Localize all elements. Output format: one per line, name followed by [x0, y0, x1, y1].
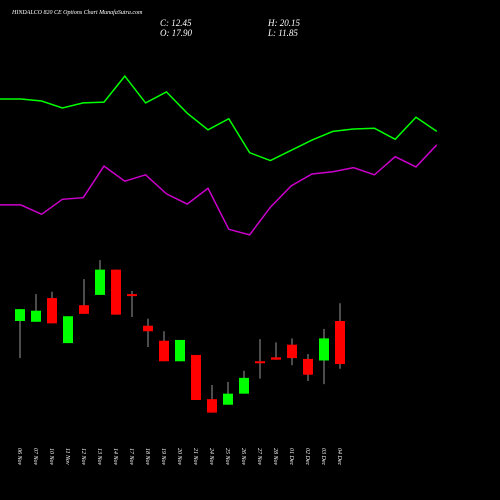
high-label: H: 20.15	[267, 18, 300, 28]
x-tick-label: 03 Dec	[320, 448, 326, 465]
candle-body	[191, 354, 201, 400]
x-tick-label: 11 Nov	[64, 448, 70, 465]
chart-title: HINDALCO 820 CE Options Chart MunafaSutr…	[11, 9, 143, 16]
candle-body	[47, 298, 57, 324]
candle-body	[255, 361, 265, 364]
candle-body	[31, 310, 41, 322]
candle-body	[95, 269, 105, 295]
candle-body	[271, 357, 281, 360]
candle-body	[175, 339, 185, 362]
candle-body	[335, 320, 345, 365]
candle-body	[15, 309, 25, 321]
x-tick-label: 25 Nov	[224, 448, 230, 466]
x-tick-label: 27 Nov	[256, 448, 262, 466]
candle-body	[111, 269, 121, 315]
x-tick-label: 28 Nov	[272, 448, 278, 466]
x-tick-label: 19 Nov	[160, 448, 166, 466]
candle-body	[207, 399, 217, 413]
candle-body	[127, 294, 137, 297]
x-tick-label: 02 Dec	[304, 448, 310, 465]
open-label: O: 17.90	[160, 28, 192, 38]
candle-body	[63, 316, 73, 344]
candle-body	[287, 344, 297, 359]
candle-body	[319, 338, 329, 361]
x-tick-label: 06 Nov	[16, 448, 22, 466]
x-tick-label: 20 Nov	[176, 448, 182, 466]
indicator-line	[0, 74, 438, 162]
candle-body	[79, 305, 89, 314]
close-label: C: 12.45	[160, 18, 192, 28]
x-tick-label: 13 Nov	[96, 448, 102, 466]
candle-body	[303, 358, 313, 375]
x-tick-label: 21 Nov	[192, 448, 198, 466]
low-label: L: 11.85	[267, 28, 298, 38]
x-tick-label: 18 Nov	[144, 448, 150, 466]
x-tick-label: 26 Nov	[240, 448, 246, 466]
x-tick-label: 14 Nov	[112, 448, 119, 466]
x-tick-label: 24 Nov	[208, 448, 215, 466]
candle-body	[159, 340, 169, 362]
x-tick-label: 10 Nov	[48, 448, 54, 466]
indicator-line	[0, 144, 438, 236]
candle-body	[223, 393, 233, 405]
candle-body	[239, 377, 249, 394]
candle-body	[143, 325, 153, 332]
x-tick-label: 04 Dec	[336, 448, 343, 465]
x-tick-label: 12 Nov	[80, 448, 86, 466]
x-tick-label: 17 Nov	[128, 448, 134, 466]
x-tick-label: 07 Nov	[32, 448, 38, 466]
x-tick-label: 01 Dec	[288, 448, 294, 465]
